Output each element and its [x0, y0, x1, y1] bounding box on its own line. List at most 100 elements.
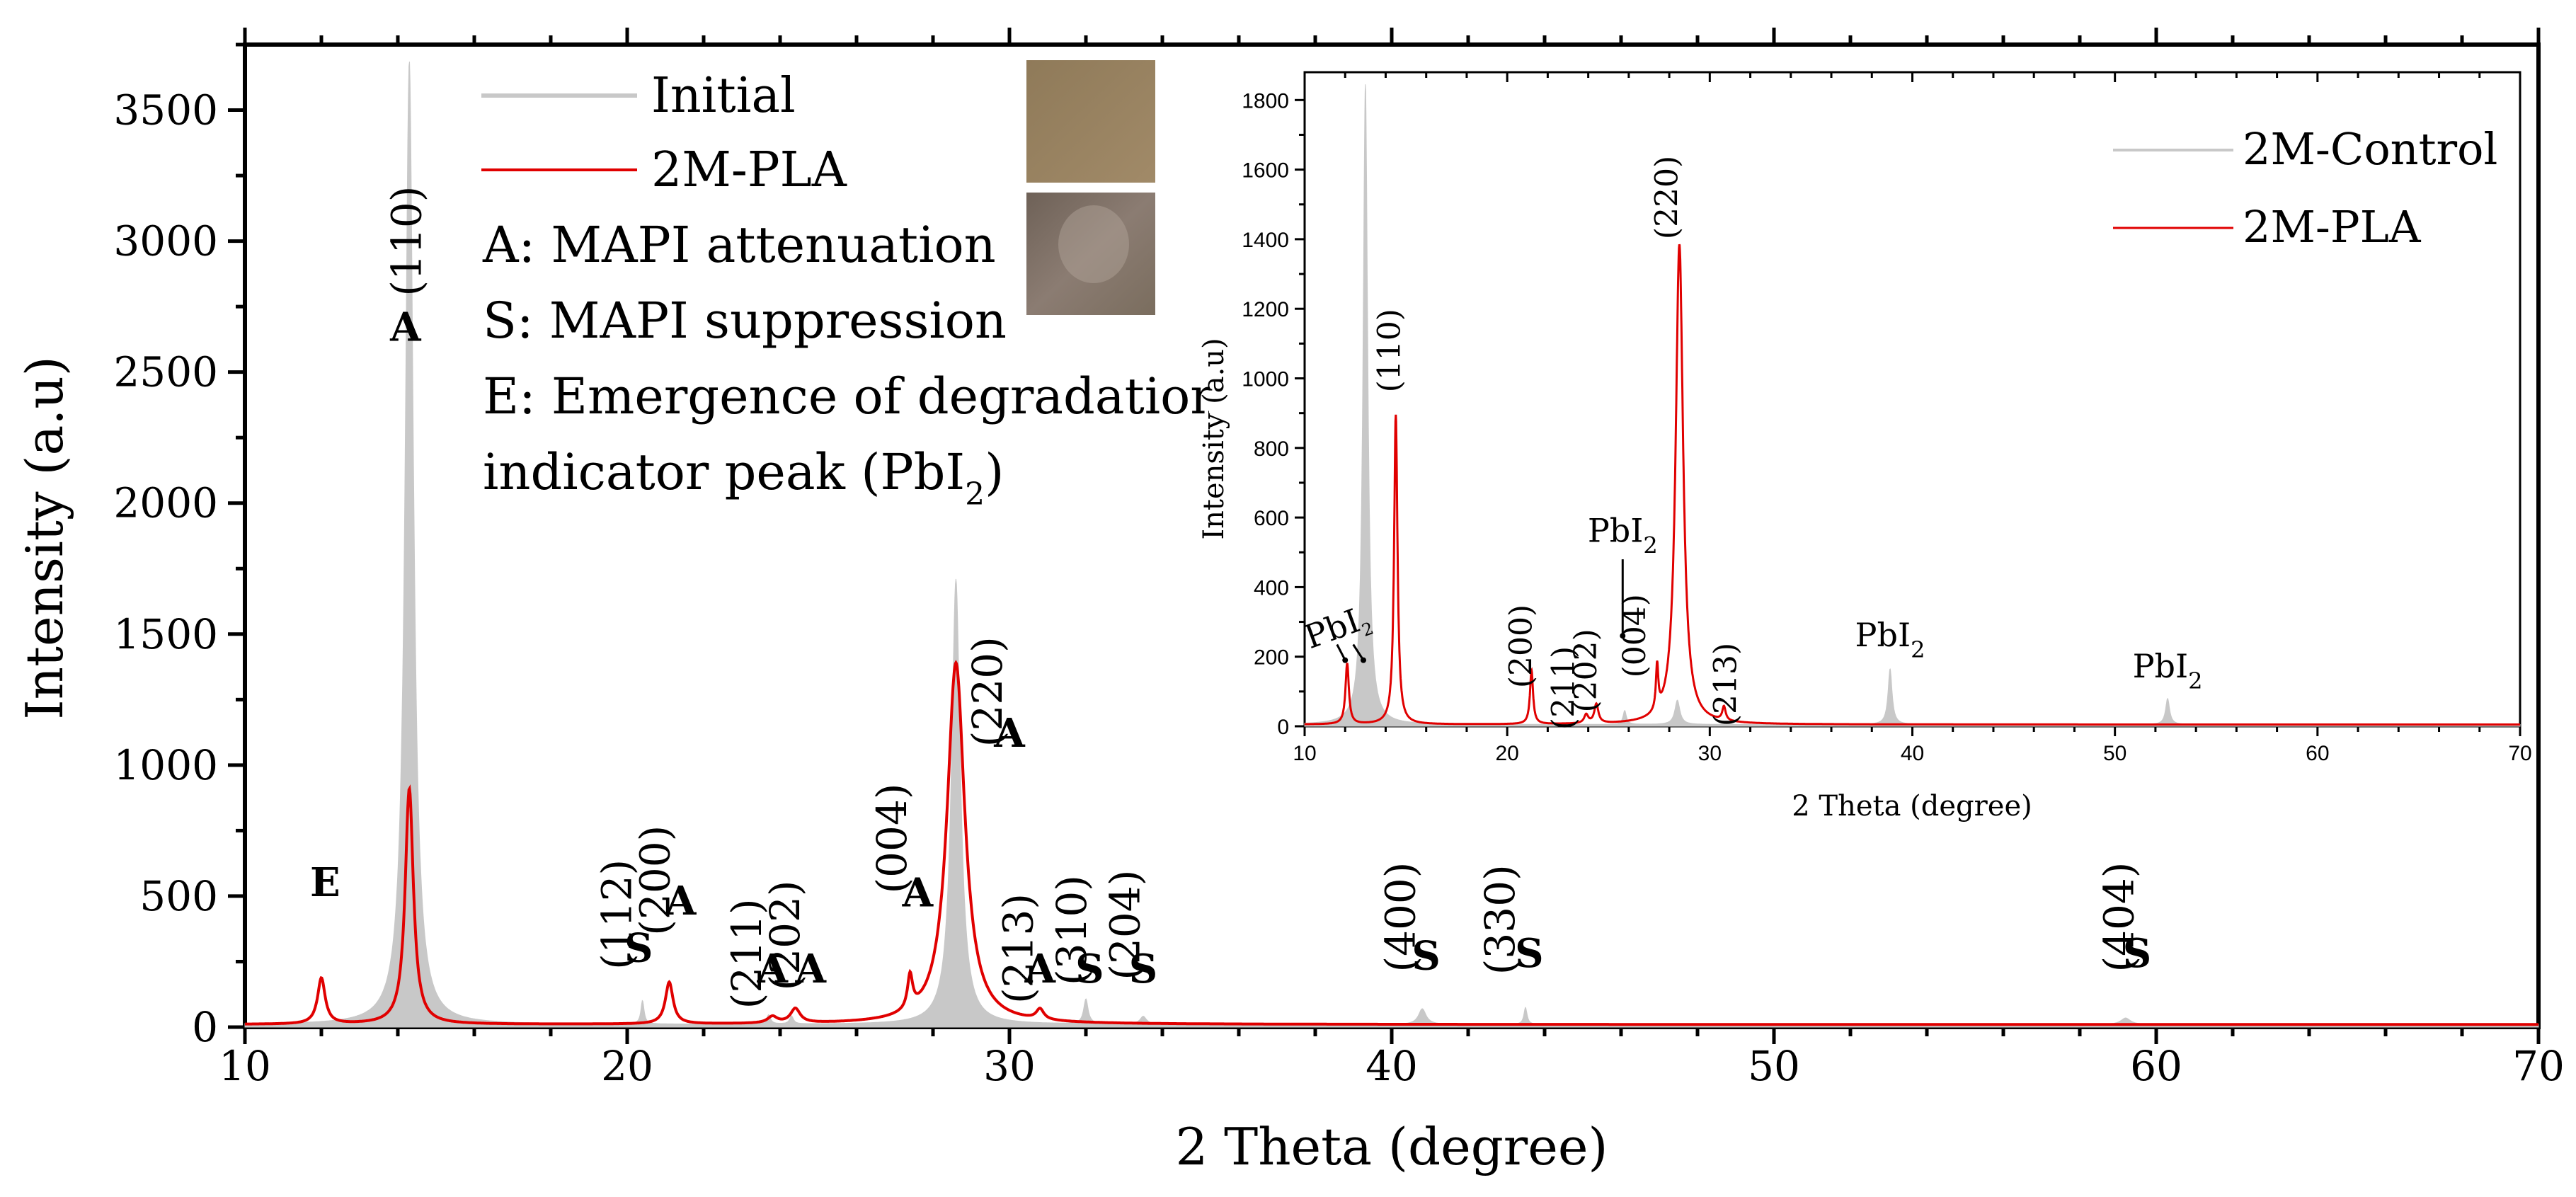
main-legend: Initial 2M-PLA	[481, 68, 847, 198]
inset-legend-label-2m-pla: 2M-PLA	[2243, 201, 2422, 253]
photo-initial-sample	[1026, 60, 1155, 183]
annotation-key-e-cont: indicator peak (PbI2)	[483, 443, 1004, 512]
inset-pbi2-label-subscript: 2	[1911, 636, 1925, 663]
peak-marker-letter: E	[310, 859, 340, 906]
peak-marker-letter: A	[389, 304, 422, 350]
series-2m-pla-line	[245, 660, 2538, 1026]
annotation-key: A: MAPI attenuation S: MAPI suppression …	[482, 216, 1222, 512]
miller-index-label: (220)	[963, 636, 1012, 747]
x-tick-label: 60	[2130, 1042, 2182, 1090]
miller-index-label: (112)	[593, 859, 641, 970]
miller-index-label: (202)	[761, 880, 809, 990]
inset-miller-index-label: (110)	[1371, 309, 1407, 392]
inset-pointer-arrow-head	[1342, 657, 1349, 663]
main-series-group	[244, 62, 2539, 1028]
inset-miller-index-label: (211)	[1546, 646, 1582, 730]
y-tick-label: 1200	[1242, 298, 1289, 321]
peak-marker-letter: A	[1024, 946, 1056, 992]
inset-pbi2-label-text: PbI	[1588, 512, 1644, 550]
inset-chart: 10 20 30 40 50 60 70 0 200 400 600 800 1000 1200 1400 1…	[1198, 64, 2532, 823]
y-tick-label: 600	[1254, 507, 1289, 530]
y-tick-label: 3000	[113, 217, 218, 265]
peak-marker-letter: A	[794, 946, 827, 992]
y-tick-label: 500	[139, 872, 218, 920]
miller-index-label: (211)	[723, 898, 771, 1009]
y-tick-label: 0	[1277, 716, 1289, 739]
series-2m-pla-line	[1305, 244, 2520, 726]
x-tick-label: 30	[1698, 742, 1722, 765]
inset-pbi2-label-subscript: 2	[2188, 668, 2202, 694]
x-tick-label: 50	[2103, 742, 2126, 765]
inset-pbi2-label-subscript: 2	[1643, 532, 1657, 559]
inset-pointer-arrow	[1352, 643, 1365, 661]
y-tick-label: 1000	[113, 741, 218, 789]
legend-label-2m-pla: 2M-PLA	[651, 142, 847, 198]
inset-x-axis-title: 2 Theta (degree)	[1792, 790, 2032, 823]
x-tick-label: 70	[2512, 1042, 2565, 1090]
x-tick-label: 40	[1366, 1042, 1418, 1090]
inset-pbi2-label: PbI2	[1588, 512, 1658, 559]
peak-marker-letter: S	[1129, 946, 1157, 992]
peak-marker-letter: S	[2123, 930, 2151, 977]
annotation-key-s: S: MAPI suppression	[483, 292, 1007, 350]
inset-pbi2-label: PbI2	[1855, 616, 1925, 663]
peak-marker-letter: A	[665, 878, 697, 924]
peak-marker-letter: A	[756, 946, 789, 992]
y-tick-label: 1800	[1242, 89, 1289, 113]
inset-miller-index-label: (220)	[1649, 156, 1685, 239]
x-tick-label: 70	[2508, 742, 2531, 765]
y-tick-label: 2500	[113, 348, 218, 396]
miller-index-label: (310)	[1048, 875, 1096, 985]
photo-degraded-sample-spot	[1058, 205, 1129, 283]
y-tick-label: 1400	[1242, 229, 1289, 252]
x-tick-label: 20	[1495, 742, 1518, 765]
miller-index-label: (204)	[1101, 870, 1150, 980]
y-tick-label: 1000	[1242, 368, 1289, 391]
inset-axis-ticks: 10 20 30 40 50 60 70 0 200 400 600 800 1000 1200 1400 1…	[1242, 72, 2532, 765]
y-tick-label: 400	[1254, 576, 1289, 600]
inset-series-group	[1304, 84, 2521, 727]
inset-background	[1209, 64, 2526, 814]
y-tick-label: 1600	[1242, 159, 1289, 183]
inset-pointer-arrow	[1336, 643, 1346, 661]
peak-marker-letter: S	[1412, 933, 1440, 980]
inset-legend-label-control: 2M-Control	[2243, 123, 2497, 175]
x-tick-label: 60	[2306, 742, 2329, 765]
photo-degraded-sample	[1026, 193, 1155, 315]
main-peak-annotations: (110)(112)(200)(211)(202)(004)(220)(213)…	[310, 186, 2151, 1009]
miller-index-label: (404)	[2095, 862, 2143, 973]
inset-y-axis-title: Intensity (a.u)	[1198, 338, 1230, 539]
annotation-key-e-sub: 2	[965, 476, 985, 512]
peak-marker-letter: A	[993, 710, 1026, 757]
x-tick-label: 30	[983, 1042, 1036, 1090]
inset-pbi2-label-text: PbI	[1855, 616, 1911, 654]
x-tick-label: 20	[601, 1042, 653, 1090]
annotation-key-e-text: indicator peak (PbI	[483, 443, 965, 501]
peak-marker-letter: S	[1075, 946, 1104, 992]
peak-marker-letter: S	[624, 924, 653, 971]
inset-miller-index-label: (202)	[1568, 629, 1604, 712]
sample-photos	[1026, 60, 1155, 315]
x-tick-label: 10	[1293, 742, 1316, 765]
x-tick-label: 40	[1901, 742, 1924, 765]
main-x-axis-title: 2 Theta (degree)	[1175, 1117, 1608, 1176]
inset-pointer-arrow-head	[1620, 633, 1626, 639]
y-tick-label: 0	[192, 1003, 218, 1051]
miller-index-label: (004)	[868, 784, 916, 894]
annotation-key-e-close: )	[985, 443, 1004, 501]
miller-index-label: (400)	[1376, 862, 1424, 973]
y-tick-label: 200	[1254, 646, 1289, 670]
y-tick-label: 800	[1254, 437, 1289, 461]
annotation-key-e: E: Emergence of degradation	[483, 367, 1222, 425]
x-tick-label: 10	[219, 1042, 271, 1090]
miller-index-label: (200)	[631, 825, 679, 936]
y-tick-label: 1500	[113, 610, 218, 658]
inset-miller-index-label: (200)	[1504, 605, 1540, 688]
legend-label-initial: Initial	[651, 68, 796, 124]
miller-index-label: (330)	[1476, 864, 1524, 975]
peak-marker-letter: A	[902, 870, 934, 917]
miller-index-label: (110)	[382, 186, 430, 297]
main-axis-ticks: 10 20 30 40 50 60 7005001000150020002500300035…	[113, 28, 2565, 1090]
main-y-axis-title: Intensity (a.u)	[15, 356, 74, 720]
